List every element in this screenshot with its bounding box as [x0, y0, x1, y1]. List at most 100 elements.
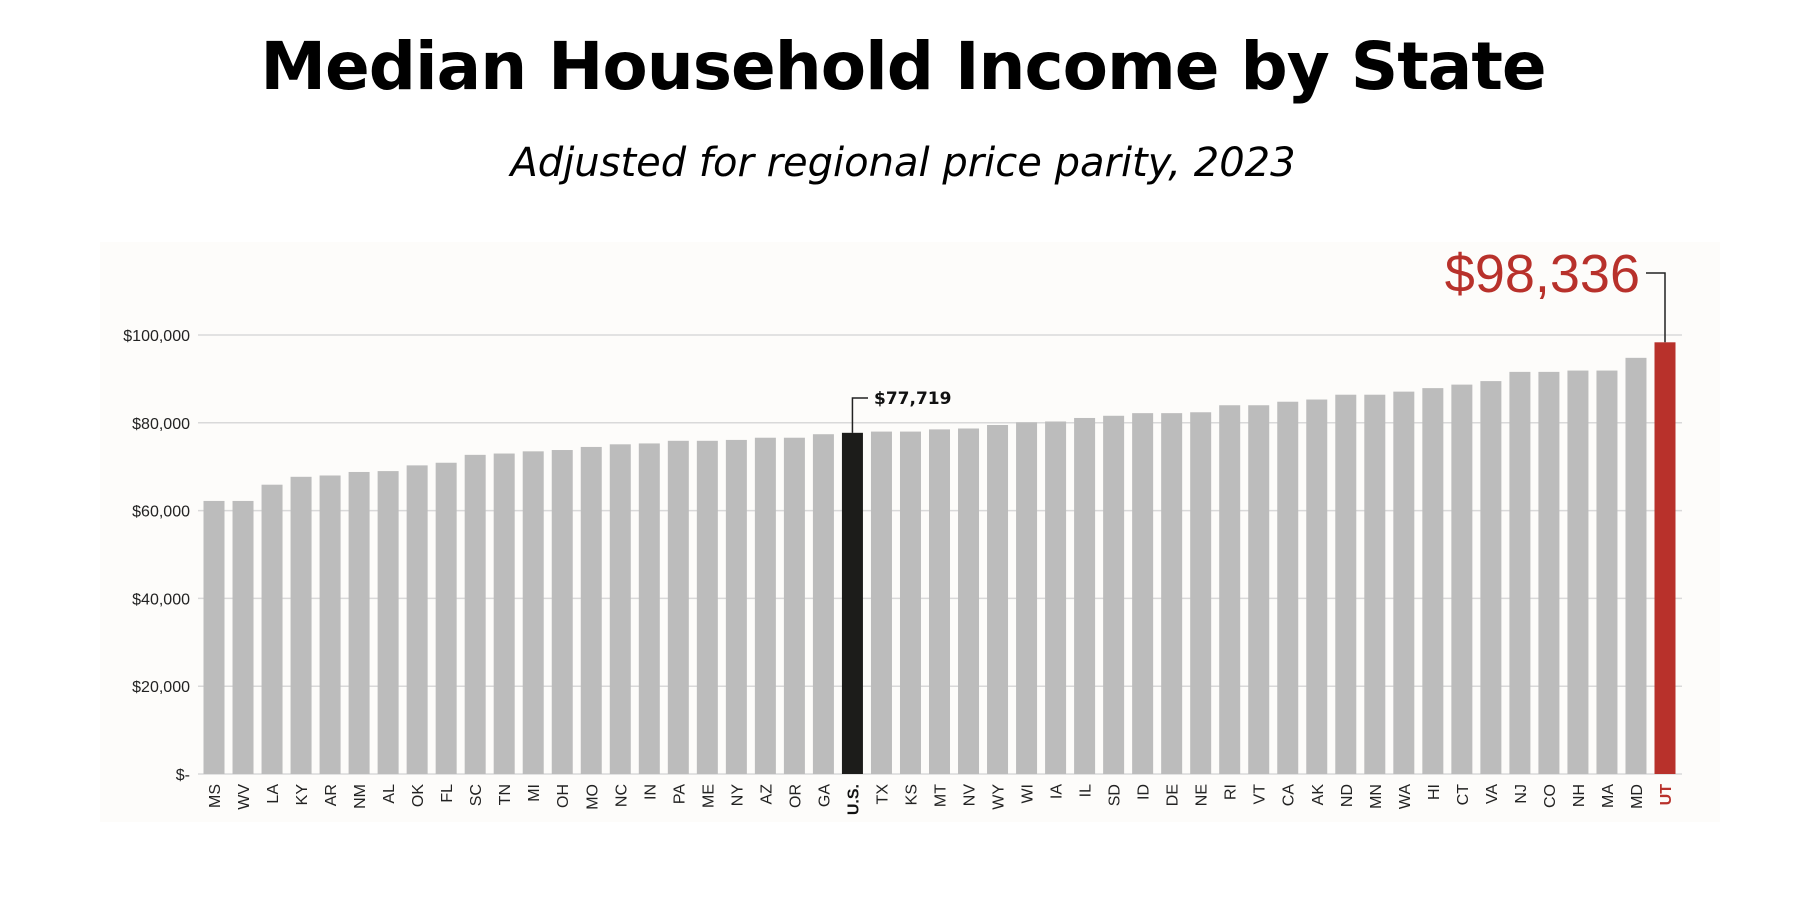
bar-oh — [551, 450, 573, 774]
bar-nm — [348, 471, 370, 774]
y-tick-label: $40,000 — [132, 591, 190, 608]
bar-id — [1132, 413, 1154, 774]
x-tick-label: VA — [1484, 784, 1501, 804]
bar-mt — [929, 429, 950, 774]
bar-ky — [290, 476, 312, 774]
x-tick-label: MO — [584, 784, 601, 810]
x-tick-label: RI — [1223, 784, 1240, 800]
x-tick-label: HI — [1426, 784, 1443, 800]
bar-nh — [1567, 370, 1589, 774]
bar-wa — [1393, 391, 1415, 774]
x-tick-label: U.S. — [845, 784, 862, 815]
x-tick-label: OH — [555, 784, 572, 808]
x-tick-label: WY — [991, 784, 1008, 810]
bar-in — [638, 443, 660, 774]
x-tick-label: OK — [410, 784, 427, 807]
x-tick-label: LA — [265, 784, 282, 804]
x-tick-label: CT — [1455, 784, 1472, 806]
chart-subtitle: Adjusted for regional price parity, 2023 — [510, 140, 1296, 186]
bar-co — [1538, 371, 1560, 774]
x-tick-label: MN — [1368, 784, 1385, 809]
x-tick-label: OR — [787, 784, 804, 808]
x-tick-label: CO — [1542, 784, 1559, 808]
y-tick-label: $20,000 — [132, 679, 190, 696]
x-tick-label: MA — [1600, 784, 1617, 808]
bar-wy — [987, 424, 1009, 774]
bar-mi — [522, 451, 544, 774]
x-tick-label: AZ — [758, 784, 775, 805]
ut-callout-line — [1646, 272, 1666, 343]
x-tick-label: GA — [816, 784, 833, 807]
x-tick-label: AR — [323, 784, 340, 806]
x-tick-label: ID — [1136, 784, 1153, 800]
x-tick-label: WI — [1020, 784, 1037, 804]
x-tick-label: DE — [1165, 784, 1182, 806]
x-tick-label: MD — [1629, 784, 1646, 809]
x-tick-label: VT — [1252, 784, 1269, 805]
bar-us — [841, 432, 863, 774]
bar-tn — [493, 453, 515, 774]
x-tick-label: ND — [1339, 784, 1356, 807]
bar-ri — [1219, 405, 1241, 774]
bar-mo — [580, 446, 602, 774]
bar-al — [377, 471, 399, 774]
bar-ut — [1654, 342, 1676, 774]
us-callout-line — [851, 397, 868, 433]
bar-nc — [609, 444, 631, 774]
bar-wi — [1016, 422, 1038, 774]
bar-de — [1161, 413, 1183, 774]
x-tick-label: NV — [962, 784, 979, 807]
x-tick-label: AK — [1310, 784, 1327, 806]
bar-il — [1074, 417, 1096, 774]
x-tick-label: IN — [642, 784, 659, 800]
bar-fl — [435, 462, 457, 774]
bar-sc — [464, 454, 486, 774]
x-tick-label: SD — [1107, 784, 1124, 806]
bar-hi — [1422, 388, 1444, 774]
bar-ma — [1596, 370, 1618, 774]
x-tick-label: NY — [729, 784, 746, 807]
y-tick-label: $60,000 — [132, 504, 190, 521]
x-tick-label: KY — [294, 784, 311, 806]
x-tick-label: IL — [1078, 784, 1095, 797]
x-tick-label: IA — [1049, 784, 1066, 799]
y-tick-label: $80,000 — [132, 416, 190, 433]
bar-me — [696, 440, 718, 774]
bar-ak — [1306, 399, 1328, 774]
bar-ny — [725, 439, 747, 774]
bar-ne — [1190, 412, 1212, 774]
bar-nv — [958, 428, 980, 774]
x-tick-label: TX — [874, 784, 891, 805]
bar-vt — [1248, 405, 1270, 774]
x-tick-label: PA — [671, 784, 688, 804]
bar-ks — [899, 431, 921, 774]
ut-data-label: $98,336 — [1445, 244, 1640, 304]
bar-ct — [1451, 384, 1473, 774]
bar-nd — [1335, 394, 1357, 774]
y-tick-label: $100,000 — [123, 328, 190, 345]
bar-md — [1625, 357, 1647, 774]
bar-ca — [1277, 401, 1299, 774]
bar-az — [754, 437, 776, 774]
bar-tx — [870, 431, 892, 774]
bar-nj — [1509, 371, 1531, 774]
bar-ia — [1045, 421, 1067, 774]
x-tick-label: FL — [439, 784, 456, 803]
bar-wv — [232, 500, 254, 774]
bar-pa — [667, 440, 689, 774]
bar-mn — [1364, 394, 1386, 774]
y-tick-label: $- — [176, 767, 190, 784]
x-tick-label: NE — [1194, 784, 1211, 806]
bar-ms — [203, 500, 225, 774]
x-tick-label: AL — [381, 784, 398, 804]
x-tick-label: MS — [207, 784, 224, 808]
bar-ok — [406, 465, 428, 774]
x-tick-label: NC — [613, 784, 630, 807]
x-tick-label: SC — [468, 784, 485, 806]
x-tick-label: NJ — [1513, 784, 1530, 804]
x-tick-label: MT — [933, 784, 950, 807]
bar-sd — [1103, 415, 1125, 774]
x-tick-label: NM — [352, 784, 369, 809]
bar-la — [261, 484, 283, 774]
x-tick-label: WA — [1397, 784, 1414, 810]
